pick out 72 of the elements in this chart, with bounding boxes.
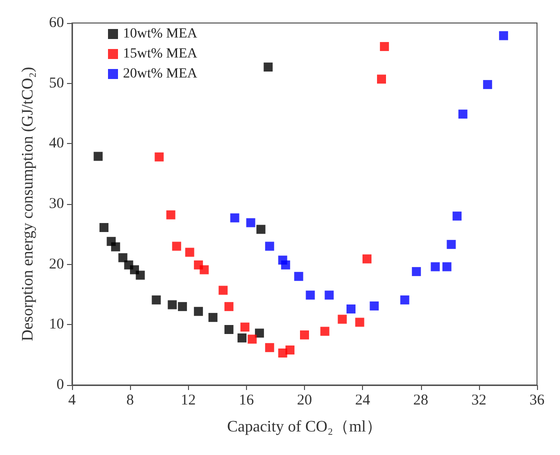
point bbox=[377, 74, 386, 84]
point bbox=[430, 262, 440, 272]
x-tick-label: 20 bbox=[297, 392, 312, 408]
point bbox=[324, 290, 334, 300]
point bbox=[320, 326, 330, 336]
point bbox=[194, 306, 203, 316]
point bbox=[200, 265, 209, 274]
point bbox=[294, 272, 304, 281]
point bbox=[380, 42, 389, 52]
y-axis-title: Desorption energy consumption (GJ/tCO₂) bbox=[20, 66, 36, 342]
legend-label: 10wt% MEA bbox=[123, 26, 198, 42]
point bbox=[355, 318, 364, 327]
point bbox=[346, 304, 356, 314]
point bbox=[483, 80, 492, 90]
point bbox=[285, 346, 294, 355]
x-tick-label: 24 bbox=[355, 392, 371, 408]
point bbox=[264, 62, 273, 72]
point bbox=[370, 301, 379, 310]
point bbox=[246, 218, 256, 228]
point bbox=[172, 242, 182, 251]
point bbox=[238, 333, 247, 342]
y-tick-label: 10 bbox=[49, 316, 64, 333]
point bbox=[256, 224, 266, 234]
point bbox=[224, 324, 234, 334]
point bbox=[208, 312, 218, 322]
point bbox=[111, 242, 120, 252]
point bbox=[152, 295, 161, 304]
point bbox=[248, 334, 257, 344]
point bbox=[94, 152, 103, 161]
x-tick-label: 12 bbox=[180, 392, 196, 408]
x-tick-label: 32 bbox=[471, 392, 486, 408]
point bbox=[300, 330, 309, 340]
y-tick-label: 50 bbox=[49, 75, 64, 92]
point bbox=[178, 302, 187, 312]
point bbox=[281, 260, 290, 270]
point bbox=[446, 240, 456, 249]
point bbox=[306, 290, 315, 300]
x-tick-label: 4 bbox=[68, 392, 76, 408]
point bbox=[458, 110, 468, 119]
point bbox=[218, 286, 228, 295]
legend-label: 15wt% MEA bbox=[123, 46, 198, 62]
y-tick-label: 40 bbox=[49, 136, 64, 152]
point bbox=[254, 328, 264, 338]
x-tick-label: 8 bbox=[126, 392, 134, 408]
x-axis-title: Capacity of CO₂（ml） bbox=[227, 418, 382, 436]
point bbox=[338, 314, 347, 324]
point bbox=[185, 248, 194, 257]
point bbox=[224, 302, 234, 312]
point bbox=[240, 322, 250, 332]
point bbox=[362, 254, 372, 264]
y-tick-label: 60 bbox=[49, 15, 64, 31]
legend-label: 20wt% MEA bbox=[123, 66, 198, 82]
point bbox=[452, 212, 462, 221]
point bbox=[265, 343, 274, 352]
point bbox=[118, 253, 128, 262]
point bbox=[136, 270, 145, 280]
point bbox=[99, 223, 108, 232]
x-tick-label: 16 bbox=[238, 392, 254, 408]
y-tick-label: 20 bbox=[49, 256, 64, 272]
y-tick-label: 0 bbox=[56, 377, 64, 393]
point bbox=[230, 213, 240, 222]
point bbox=[168, 300, 177, 310]
point bbox=[166, 210, 176, 220]
y-tick-label: 30 bbox=[49, 196, 64, 212]
point bbox=[265, 242, 274, 251]
point bbox=[400, 295, 410, 304]
x-tick-label: 28 bbox=[413, 392, 428, 408]
point bbox=[499, 31, 508, 40]
point bbox=[154, 152, 164, 162]
point bbox=[442, 262, 452, 272]
x-tick-label: 36 bbox=[530, 392, 545, 408]
point bbox=[412, 267, 421, 276]
